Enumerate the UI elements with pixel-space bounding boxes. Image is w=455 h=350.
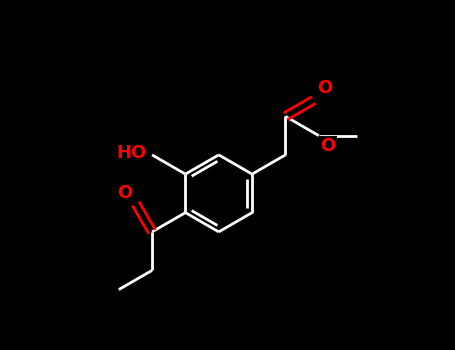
Text: O: O: [117, 184, 132, 202]
Text: HO: HO: [116, 144, 147, 162]
Text: O: O: [320, 138, 336, 155]
Text: O: O: [317, 78, 333, 97]
